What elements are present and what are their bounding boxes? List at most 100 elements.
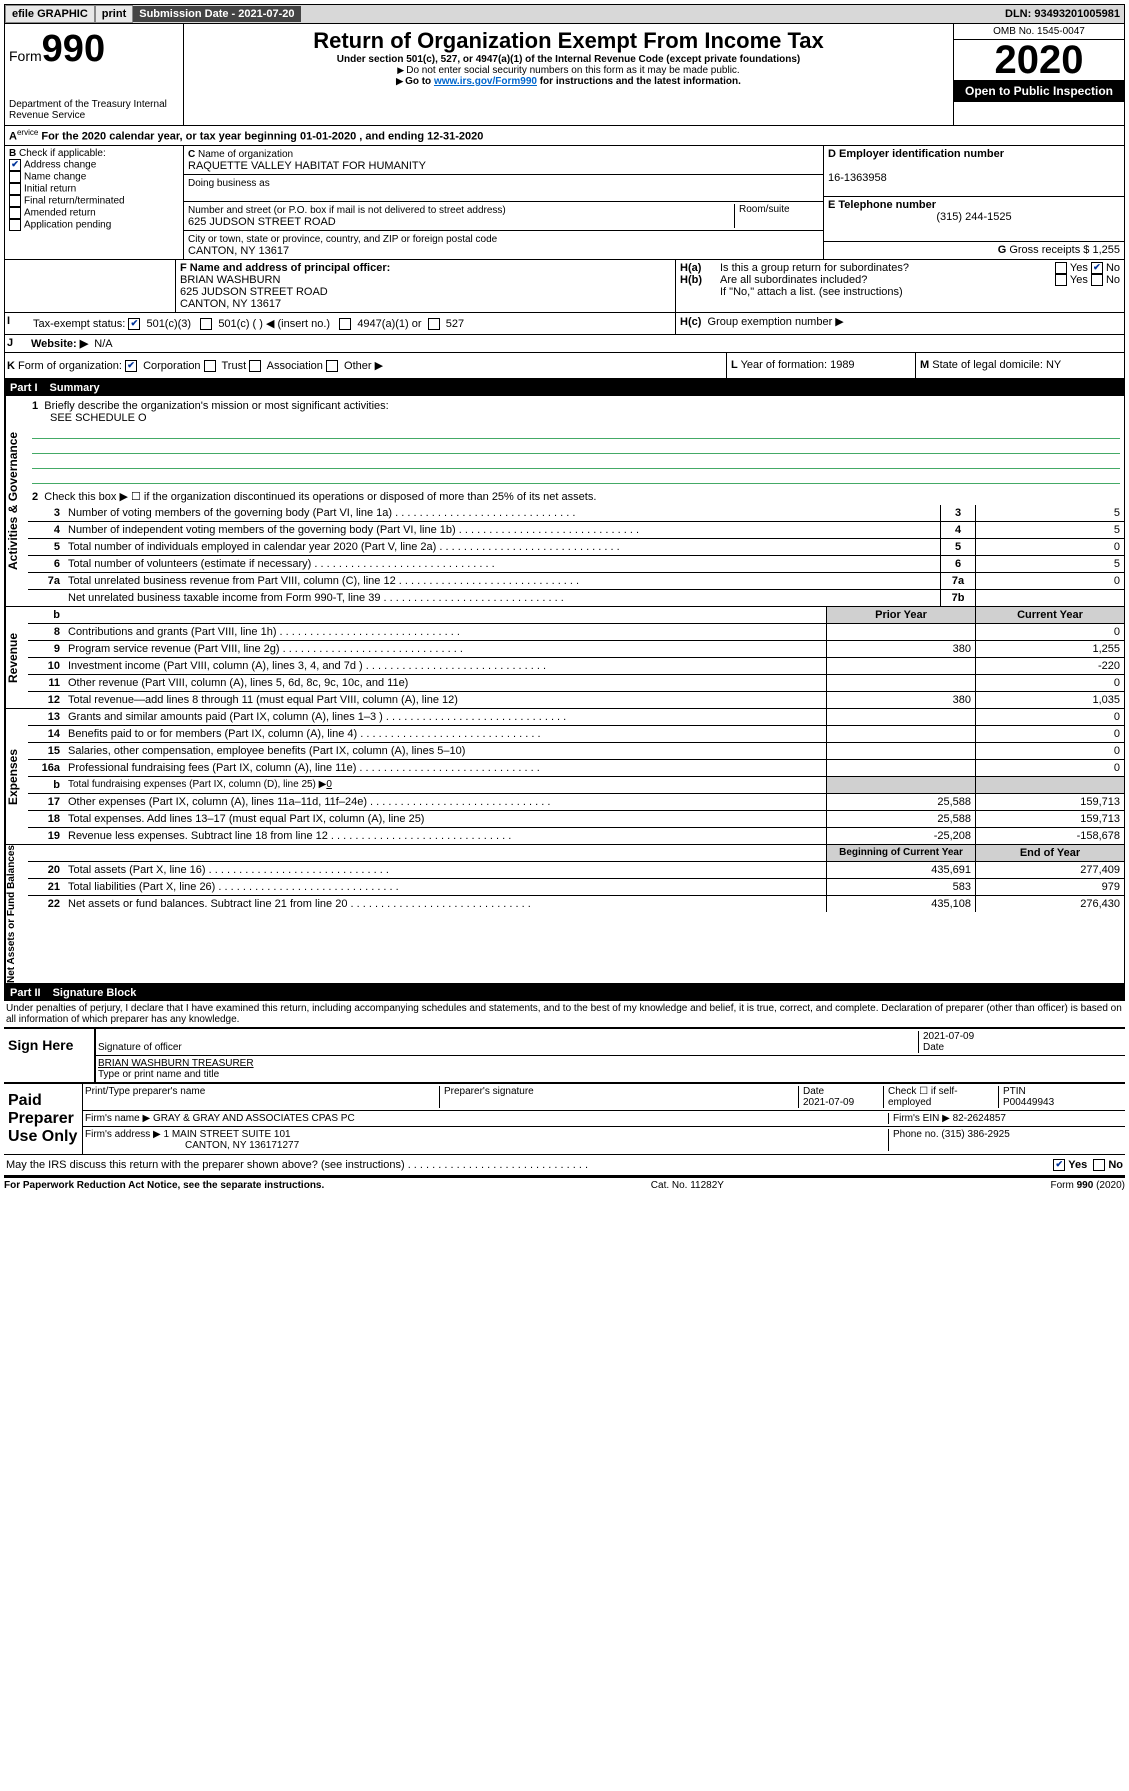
discuss-no-label: No (1108, 1159, 1123, 1171)
l7a-val: 0 (975, 573, 1124, 589)
phone-label: E Telephone number (828, 199, 936, 211)
cat-no: Cat. No. 11282Y (651, 1180, 724, 1191)
prep-date-label: Date (803, 1086, 824, 1097)
c15: 0 (975, 743, 1124, 759)
pra-notice: For Paperwork Reduction Act Notice, see … (4, 1180, 324, 1191)
part1-num: Part I (10, 382, 50, 394)
l6-val: 5 (975, 556, 1124, 572)
l2-desc: Check this box ▶ ☐ if the organization d… (44, 491, 596, 503)
paid-preparer-label: Paid Preparer Use Only (4, 1084, 82, 1154)
form-org-label: Form of organization: (18, 360, 122, 372)
ha-no[interactable] (1091, 262, 1103, 274)
initial-return-checkbox[interactable] (9, 183, 21, 195)
rule-line (32, 469, 1120, 484)
identity-block: B Check if applicable: Address change Na… (4, 146, 1125, 260)
amended-checkbox[interactable] (9, 207, 21, 219)
p15 (826, 743, 975, 759)
l17: Other expenses (Part IX, column (A), lin… (64, 794, 826, 810)
p18: 25,588 (826, 811, 975, 827)
vlabel-net: Net Assets or Fund Balances (5, 845, 28, 983)
gross-receipts-value: 1,255 (1092, 244, 1120, 256)
beg-year-header: Beginning of Current Year (826, 845, 975, 861)
c21: 979 (975, 879, 1124, 895)
part1-header: Part I Summary (4, 380, 1125, 396)
p19: -25,208 (826, 828, 975, 844)
instructions-link[interactable]: www.irs.gov/Form990 (434, 76, 537, 87)
assoc-checkbox[interactable] (249, 360, 261, 372)
discuss-no[interactable] (1093, 1159, 1105, 1171)
subtitle-2: Do not enter social security numbers on … (188, 65, 949, 76)
gross-receipts-label: Gross receipts $ (1009, 244, 1089, 256)
l18: Total expenses. Add lines 13–17 (must eq… (64, 811, 826, 827)
l9: Program service revenue (Part VIII, line… (64, 641, 826, 657)
prep-sig-label: Preparer's signature (439, 1086, 798, 1108)
corp-checkbox[interactable] (125, 360, 137, 372)
discuss-yes[interactable] (1053, 1159, 1065, 1171)
l4-desc: Number of independent voting members of … (64, 522, 940, 538)
submission-date: Submission Date - 2021-07-20 (133, 6, 300, 22)
l21: Total liabilities (Part X, line 26) (64, 879, 826, 895)
l11: Other revenue (Part VIII, column (A), li… (64, 675, 826, 691)
rule-line (32, 424, 1120, 439)
assoc-label: Association (267, 360, 323, 372)
corp-label: Corporation (143, 360, 200, 372)
yes-label: Yes (1070, 262, 1088, 274)
c12: 1,035 (975, 692, 1124, 708)
prep-name-label: Print/Type preparer's name (85, 1086, 439, 1108)
form-title: Return of Organization Exempt From Incom… (188, 28, 949, 54)
firm-addr: 1 MAIN STREET SUITE 101 (164, 1129, 291, 1140)
declaration: Under penalties of perjury, I declare th… (4, 1001, 1125, 1027)
l22: Net assets or fund balances. Subtract li… (64, 896, 826, 912)
501c-checkbox[interactable] (200, 318, 212, 330)
form-label: Form (9, 48, 42, 64)
527-checkbox[interactable] (428, 318, 440, 330)
other-checkbox[interactable] (326, 360, 338, 372)
p8 (826, 624, 975, 640)
print-button[interactable]: print (95, 5, 133, 23)
street-address: 625 JUDSON STREET ROAD (188, 216, 336, 228)
city-state-zip: CANTON, NY 13617 (188, 245, 289, 257)
c14: 0 (975, 726, 1124, 742)
l16a: Professional fundraising fees (Part IX, … (64, 760, 826, 776)
c16a: 0 (975, 760, 1124, 776)
l16b-val: 0 (326, 779, 332, 790)
pending-checkbox[interactable] (9, 219, 21, 231)
firm-addr-label: Firm's address ▶ (85, 1129, 161, 1140)
c10: -220 (975, 658, 1124, 674)
l15: Salaries, other compensation, employee b… (64, 743, 826, 759)
l5-val: 0 (975, 539, 1124, 555)
p17: 25,588 (826, 794, 975, 810)
501c3-checkbox[interactable] (128, 318, 140, 330)
p12: 380 (826, 692, 975, 708)
part2-num: Part II (10, 987, 53, 999)
501c-label: 501(c) ( ) ◀ (insert no.) (218, 318, 330, 330)
goto-suffix: for instructions and the latest informat… (537, 76, 741, 87)
efile-label: efile GRAPHIC (5, 5, 95, 23)
no-label: No (1106, 262, 1120, 274)
other-label: Other ▶ (344, 360, 383, 372)
m-label: M (920, 359, 929, 371)
hc-text: Group exemption number ▶ (708, 316, 844, 328)
hb-yes[interactable] (1055, 274, 1067, 286)
officer-group-block: F Name and address of principal officer:… (4, 260, 1125, 313)
org-name-label: Name of organization (198, 149, 293, 160)
final-return-checkbox[interactable] (9, 195, 21, 207)
firm-phone: (315) 386-2925 (941, 1129, 1009, 1140)
phone-value: (315) 244-1525 (828, 211, 1120, 223)
city-label: City or town, state or province, country… (188, 234, 497, 245)
ha-yes[interactable] (1055, 262, 1067, 274)
cb-amended: Amended return (24, 207, 96, 218)
year-formation-label: Year of formation: (741, 359, 827, 371)
l1-value: SEE SCHEDULE O (32, 412, 1120, 424)
hb-no[interactable] (1091, 274, 1103, 286)
l1-desc: Briefly describe the organization's miss… (44, 400, 388, 412)
l6-desc: Total number of volunteers (estimate if … (64, 556, 940, 572)
vlabel-expenses: Expenses (5, 709, 28, 844)
subtitle-1: Under section 501(c), 527, or 4947(a)(1)… (188, 54, 949, 65)
name-change-checkbox[interactable] (9, 171, 21, 183)
527-label: 527 (446, 318, 464, 330)
4947-checkbox[interactable] (339, 318, 351, 330)
trust-checkbox[interactable] (204, 360, 216, 372)
address-change-checkbox[interactable] (9, 159, 21, 171)
cb-address-change: Address change (24, 159, 96, 170)
